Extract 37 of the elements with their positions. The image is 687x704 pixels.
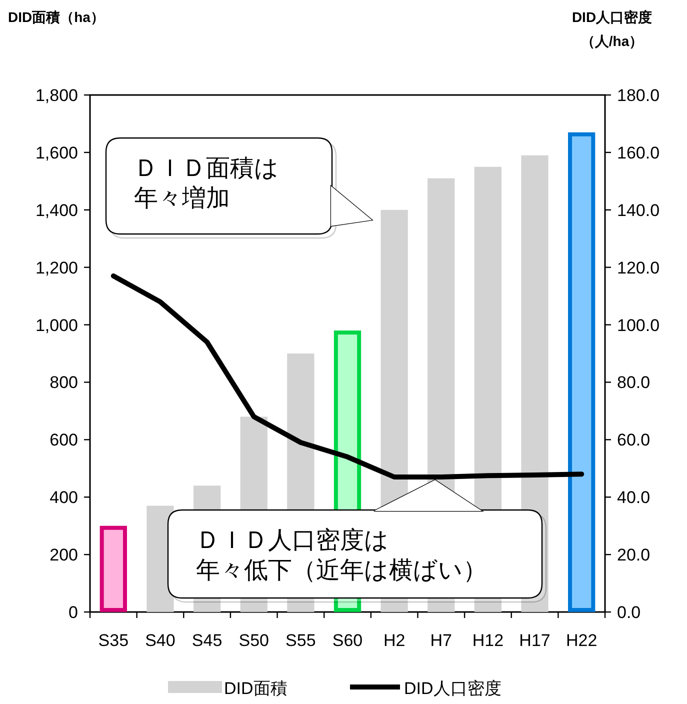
x-tick-label: S60 <box>332 631 363 650</box>
y2-tick-label: 0.0 <box>617 603 641 622</box>
x-tick-label: H7 <box>430 631 452 650</box>
y-tick-label: 1,200 <box>35 258 78 278</box>
y-tick-label: 1,600 <box>35 143 78 162</box>
y-tick-label: 1,400 <box>35 200 78 220</box>
x-tick-label: H22 <box>566 631 598 650</box>
y-tick-label: 200 <box>50 546 78 565</box>
y2-axis-title: DID人口密度（人/ha） <box>572 9 652 49</box>
y-axis-title: DID面積（ha） <box>8 9 104 25</box>
y-tick-label: 400 <box>50 488 78 508</box>
y2-tick-label: 180.0 <box>617 86 660 105</box>
y2-tick-label: 120.0 <box>617 258 660 278</box>
y2-tick-label: 20.0 <box>617 546 650 565</box>
annotation: ＤＩＤ面積は年々増加 <box>134 155 279 212</box>
x-tick-label: S45 <box>192 631 222 650</box>
y2-tick-label: 140.0 <box>617 200 660 220</box>
y2-tick-label: 160.0 <box>617 143 660 162</box>
x-tick-label: H2 <box>383 631 406 650</box>
y2-tick-label: 100.0 <box>617 316 660 335</box>
y-tick-label: 600 <box>50 430 78 450</box>
annotation: ＤＩＤ人口密度は年々低下（近年は横ばい） <box>196 527 487 584</box>
x-tick-label: H12 <box>472 631 504 650</box>
x-tick-label: S50 <box>238 631 269 650</box>
legend-label: DID面積 <box>224 679 288 698</box>
legend-label: DID人口密度 <box>404 679 502 698</box>
x-tick-label: S35 <box>98 631 129 650</box>
y2-tick-label: 60.0 <box>617 430 650 450</box>
y2-tick-label: 80.0 <box>617 373 650 392</box>
y-tick-label: 1,000 <box>35 316 78 335</box>
x-tick-label: H17 <box>519 631 550 650</box>
y-tick-label: 800 <box>50 373 78 392</box>
y-tick-label: 0 <box>68 603 78 622</box>
x-tick-label: S40 <box>145 631 176 650</box>
y-tick-label: 1,800 <box>35 86 78 105</box>
y2-tick-label: 40.0 <box>617 488 650 508</box>
x-tick-label: S55 <box>286 631 316 650</box>
